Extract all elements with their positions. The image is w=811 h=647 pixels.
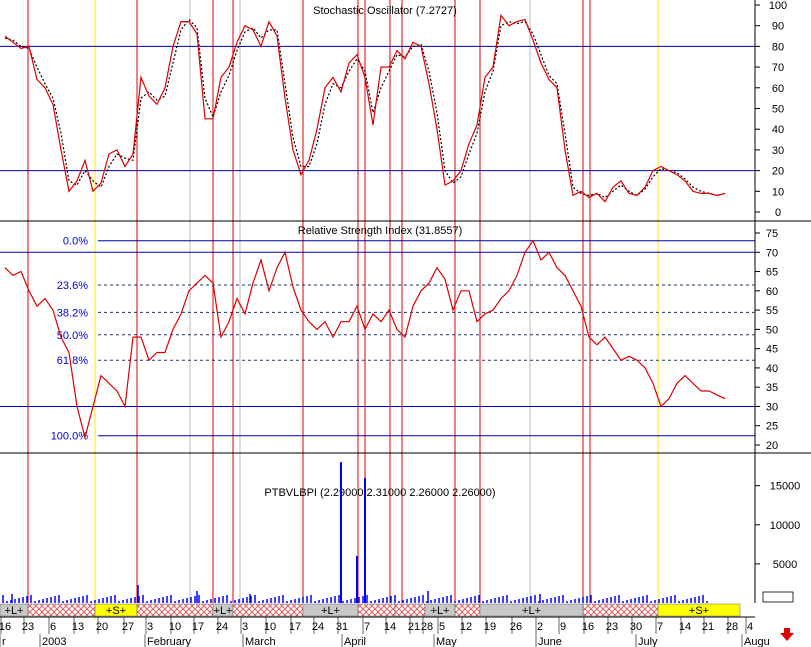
stochastic-tick-label: 90: [772, 21, 784, 33]
day-tick-label: 24: [216, 621, 228, 633]
month-label: February: [147, 636, 192, 647]
rsi-tick-label: 65: [766, 267, 778, 279]
rsi-tick-label: 45: [766, 344, 778, 356]
day-tick-label: 23: [22, 621, 34, 633]
stochastic-tick-label: 80: [772, 41, 784, 53]
fib-level-label: 50.0%: [57, 330, 88, 342]
rsi-tick-label: 70: [766, 247, 778, 259]
stochastic-tick-label: 40: [772, 124, 784, 136]
signal-label: +L+: [5, 605, 24, 617]
volume-tick-label: 15000: [770, 481, 801, 493]
signal-segment-hatch: [136, 603, 214, 617]
day-tick-label: 17: [289, 621, 301, 633]
day-tick-label: 16: [582, 621, 594, 633]
day-tick-label: 16: [0, 621, 11, 633]
stochastic-tick-label: 10: [772, 186, 784, 198]
day-tick-label: 10: [264, 621, 276, 633]
day-tick-label: 7: [657, 621, 663, 633]
month-label: March: [245, 636, 276, 647]
month-label: May: [436, 636, 457, 647]
rsi-title: Relative Strength Index (31.8557): [298, 225, 463, 237]
day-tick-label: 3: [147, 621, 153, 633]
signal-label: +L+: [214, 605, 233, 617]
day-tick-label: 2: [537, 621, 543, 633]
rsi-tick-label: 30: [766, 401, 778, 413]
stochastic-tick-label: 50: [772, 104, 784, 116]
signal-label: +L+: [321, 605, 340, 617]
day-tick-label: 9: [560, 621, 566, 633]
stochastic-tick-label: 60: [772, 83, 784, 95]
rsi-tick-label: 25: [766, 421, 778, 433]
rsi-tick-label: 60: [766, 286, 778, 298]
day-tick-label: 14: [679, 621, 691, 633]
fib-level-label: 38.2%: [57, 307, 88, 319]
day-tick-label: 12: [460, 621, 472, 633]
day-tick-label: 7: [364, 621, 370, 633]
volume-scale-box: [762, 591, 794, 603]
day-tick-label: 6: [50, 621, 56, 633]
day-tick-label: 28: [726, 621, 738, 633]
rsi-tick-label: 55: [766, 305, 778, 317]
month-label: June: [538, 636, 562, 647]
rsi-tick-label: 40: [766, 363, 778, 375]
fib-level-label: 23.6%: [57, 280, 88, 292]
signal-segment-hatch: [582, 603, 659, 617]
day-tick-label: 28: [421, 621, 433, 633]
signal-segment-hatch: [232, 603, 304, 617]
signal-label: +S+: [689, 605, 709, 617]
day-tick-label: 19: [484, 621, 496, 633]
stochastic-title: Stochastic Oscillator (7.2727): [313, 5, 457, 17]
rsi-tick-label: 35: [766, 382, 778, 394]
day-tick-label: 20: [96, 621, 108, 633]
month-label: r: [2, 636, 6, 647]
stochastic-k-line: [4, 13, 726, 203]
volume-tick-label: 5000: [773, 559, 797, 571]
signal-segment-short: [657, 603, 741, 617]
day-tick-label: 27: [122, 621, 134, 633]
day-tick-label: 3: [242, 621, 248, 633]
day-tick-label: 14: [384, 621, 396, 633]
stochastic-tick-label: 70: [772, 62, 784, 74]
day-tick-label: 5: [439, 621, 445, 633]
rsi-tick-label: 75: [766, 228, 778, 240]
day-tick-label: 21: [702, 621, 714, 633]
day-tick-label: 23: [606, 621, 618, 633]
stochastic-tick-label: 0: [775, 207, 781, 219]
fib-level-label: 0.0%: [63, 236, 88, 248]
stochastic-d-line: [4, 18, 726, 199]
month-label: July: [638, 636, 658, 647]
rsi-line: [4, 239, 726, 440]
fib-level-label: 61.8%: [57, 355, 88, 367]
stochastic-tick-label: 30: [772, 145, 784, 157]
month-label: April: [344, 636, 366, 647]
stochastic-tick-label: 20: [772, 166, 784, 178]
rsi-tick-label: 20: [766, 440, 778, 452]
day-tick-label: 30: [630, 621, 642, 633]
signal-segment-hatch: [27, 603, 96, 617]
signal-label: +L+: [431, 605, 450, 617]
signal-segment-hatch: [454, 603, 481, 617]
volume-title: PTBVLBPI (2.29000 2.31000 2.26000 2.2600…: [264, 487, 495, 499]
month-label: Augu: [744, 636, 770, 647]
fib-level-label: 100.0%: [51, 431, 89, 443]
rsi-tick-label: 50: [766, 324, 778, 336]
volume-tick-label: 10000: [770, 520, 801, 532]
day-tick-label: 26: [510, 621, 522, 633]
day-tick-label: 4: [747, 621, 753, 633]
day-tick-label: 24: [312, 621, 324, 633]
day-tick-label: 10: [169, 621, 181, 633]
down-arrow-icon[interactable]: [780, 628, 794, 641]
day-tick-label: 31: [336, 621, 348, 633]
signal-label: +S+: [106, 605, 126, 617]
day-tick-label: 21: [408, 621, 420, 633]
signal-segment-hatch: [394, 603, 426, 617]
day-tick-label: 17: [192, 621, 204, 633]
signal-label: +L+: [522, 605, 541, 617]
day-tick-label: 13: [72, 621, 84, 633]
stochastic-tick-label: 100: [769, 0, 787, 12]
month-label: 2003: [42, 636, 66, 647]
signal-segment-hatch: [357, 603, 396, 617]
